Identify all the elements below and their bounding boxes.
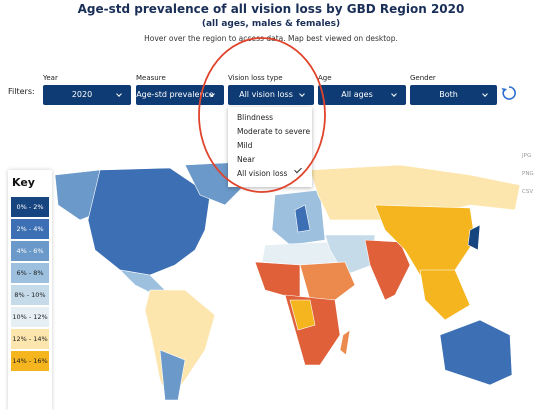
filter-label: Age <box>318 74 332 82</box>
filter-label: Vision loss type <box>228 74 283 82</box>
world-map <box>54 161 521 400</box>
key-item: 8% - 10% <box>11 285 49 305</box>
key-item: 6% - 8% <box>11 263 49 283</box>
russia[interactable] <box>309 164 521 221</box>
download-option[interactable]: JPG <box>522 153 532 159</box>
madagascar[interactable] <box>339 329 351 356</box>
page: Age-std prevalence of all vision loss by… <box>0 0 542 400</box>
dropdown-option[interactable]: Mild <box>237 141 253 150</box>
key-item: 4% - 6% <box>11 241 49 261</box>
download-option[interactable]: PNG <box>522 171 534 177</box>
australia[interactable] <box>439 319 513 386</box>
middle-east[interactable] <box>324 234 376 276</box>
west-africa[interactable] <box>254 261 301 301</box>
reset-icon[interactable] <box>500 84 518 102</box>
southeast-asia[interactable] <box>419 269 471 321</box>
key-item: 10% - 12% <box>11 307 49 327</box>
key-item: 2% - 4% <box>11 219 49 239</box>
dropdown-option[interactable]: Blindness <box>237 113 274 122</box>
dropdown-option[interactable]: Moderate to severe <box>237 127 311 136</box>
filters-label: Filters: <box>8 87 35 96</box>
north-america[interactable] <box>87 167 211 276</box>
download-option[interactable]: CSV <box>522 189 534 195</box>
south-asia[interactable] <box>364 239 411 301</box>
filter-label: Year <box>43 74 58 82</box>
dropdown-option[interactable]: Near <box>237 155 255 164</box>
east-africa[interactable] <box>299 261 356 301</box>
key-title: Key <box>12 176 35 189</box>
subtitle: (all ages, males & females) <box>201 19 341 29</box>
key-item: 12% - 14% <box>11 329 49 349</box>
dropdown-option[interactable]: All vision loss <box>237 169 288 178</box>
japan[interactable] <box>467 224 481 251</box>
southern-latin-america[interactable] <box>159 349 186 400</box>
filter-label: Gender <box>410 74 436 82</box>
key-item: 14% - 16% <box>11 351 49 371</box>
filter-button[interactable]: All ages <box>318 85 406 105</box>
western-europe[interactable] <box>294 204 311 233</box>
dropdown-menu: Blindness Moderate to severe Mild Near All v… <box>228 107 312 187</box>
highlight-circle <box>198 37 326 193</box>
filter-button[interactable]: Both <box>410 85 497 105</box>
title: Age-std prevalence of all vision loss by… <box>77 2 465 16</box>
filter-button[interactable]: All vision loss <box>228 85 314 105</box>
key-item: 0% - 2% <box>11 197 49 217</box>
filter-button[interactable]: 2020 <box>43 85 131 105</box>
central-africa[interactable] <box>289 299 316 331</box>
filter-label: Measure <box>136 74 166 82</box>
key: Key 0% - 2% 2% - 4% 4% - 6% 6% - 8% 8% - 10%… <box>8 170 52 410</box>
